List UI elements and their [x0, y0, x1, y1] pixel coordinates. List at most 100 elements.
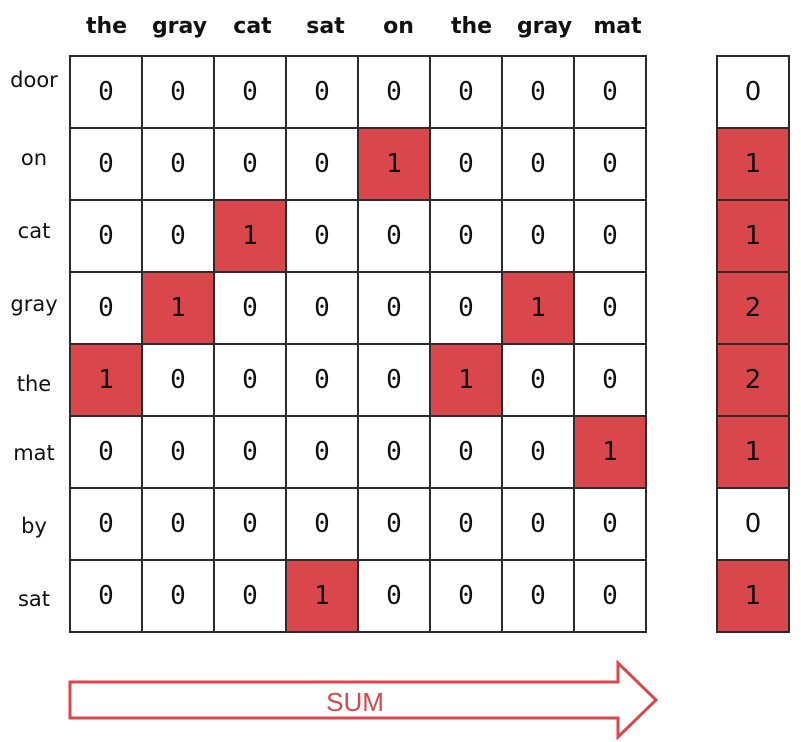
sum-row: 2: [716, 271, 790, 345]
matrix-cell: 1: [69, 343, 143, 417]
matrix-cell: 1: [357, 127, 431, 201]
matrix-cell: 0: [285, 415, 359, 489]
matrix-cell: 0: [213, 55, 287, 129]
column-label: on: [383, 14, 414, 39]
matrix-cell: 0: [141, 487, 215, 561]
row-label: door: [10, 68, 58, 92]
sum-row: 1: [716, 559, 790, 633]
matrix-cell: 0: [69, 415, 143, 489]
sum-cell: 2: [716, 271, 790, 345]
sum-cell: 2: [716, 343, 790, 417]
column-label: the: [85, 14, 128, 39]
sum-row: 2: [716, 343, 790, 417]
matrix-cell: 0: [501, 559, 575, 633]
matrix-cell: 0: [285, 199, 359, 273]
column-label: cat: [233, 14, 272, 39]
matrix-cell: 0: [141, 127, 215, 201]
sum-arrow-shape: [68, 660, 659, 740]
row-label: cat: [17, 219, 51, 243]
matrix-cell: 0: [69, 55, 143, 129]
matrix-cell: 0: [357, 487, 431, 561]
matrix-cell: 0: [213, 415, 287, 489]
matrix-cell: 0: [213, 559, 287, 633]
matrix-cell: 0: [501, 127, 575, 201]
matrix-cell: 0: [213, 271, 287, 345]
row-label: gray: [10, 292, 58, 316]
matrix-cell: 0: [357, 55, 431, 129]
matrix-cell: 0: [357, 199, 431, 273]
matrix-cell: 0: [285, 343, 359, 417]
matrix-cell: 0: [429, 271, 503, 345]
sum-arrow-icon: SUM: [68, 660, 659, 740]
matrix-cell: 0: [141, 199, 215, 273]
column-label: gray: [516, 14, 573, 39]
matrix-cell: 0: [501, 343, 575, 417]
matrix-cell: 0: [69, 559, 143, 633]
matrix-cell: 0: [573, 487, 647, 561]
matrix-cell: 1: [285, 559, 359, 633]
matrix-cell: 0: [213, 343, 287, 417]
row-label: sat: [17, 587, 51, 611]
matrix-cell: 0: [357, 559, 431, 633]
matrix-cell: 0: [213, 127, 287, 201]
sum-cell: 1: [716, 415, 790, 489]
matrix-cell: 0: [429, 559, 503, 633]
matrix-cell: 1: [213, 199, 287, 273]
matrix-cell: 0: [573, 55, 647, 129]
matrix-cell: 1: [501, 271, 575, 345]
matrix-cell: 0: [69, 487, 143, 561]
sum-cell: 1: [716, 127, 790, 201]
sum-cell: 0: [716, 487, 790, 561]
matrix-cell: 0: [141, 343, 215, 417]
matrix-cell: 0: [573, 199, 647, 273]
matrix-cell: 0: [285, 271, 359, 345]
matrix-cell: 0: [429, 487, 503, 561]
sum-arrow-label: SUM: [326, 687, 384, 717]
matrix-cell: 0: [69, 127, 143, 201]
sum-cell: 0: [716, 55, 790, 129]
matrix-cell: 0: [285, 55, 359, 129]
matrix-cell: 0: [69, 199, 143, 273]
matrix-cell: 0: [285, 487, 359, 561]
column-label: the: [450, 14, 493, 39]
matrix-cell: 0: [501, 487, 575, 561]
sum-row: 1: [716, 127, 790, 201]
matrix-cell: 1: [429, 343, 503, 417]
column-label: sat: [306, 14, 345, 39]
row-label: the: [16, 372, 52, 396]
sum-row: 0: [716, 55, 790, 129]
matrix-cell: 0: [429, 199, 503, 273]
matrix-cell: 0: [501, 415, 575, 489]
matrix-cell: 0: [573, 271, 647, 345]
sum-row: 0: [716, 487, 790, 561]
row-label: on: [20, 146, 48, 170]
column-label: mat: [593, 14, 642, 39]
matrix-cell: 0: [573, 559, 647, 633]
matrix-cell: 0: [213, 487, 287, 561]
matrix-cell: 0: [285, 127, 359, 201]
matrix-cell: 0: [573, 127, 647, 201]
matrix-cell: 1: [141, 271, 215, 345]
matrix-cell: 0: [357, 271, 431, 345]
sum-row: 1: [716, 199, 790, 273]
matrix-cell: 0: [573, 343, 647, 417]
sum-row: 1: [716, 415, 790, 489]
sum-cell: 1: [716, 559, 790, 633]
matrix-cell: 0: [429, 55, 503, 129]
row-label: by: [21, 514, 47, 538]
matrix-cell: 0: [141, 55, 215, 129]
sum-cell: 1: [716, 199, 790, 273]
matrix-cell: 1: [573, 415, 647, 489]
matrix-cell: 0: [141, 415, 215, 489]
column-label: gray: [151, 14, 208, 39]
